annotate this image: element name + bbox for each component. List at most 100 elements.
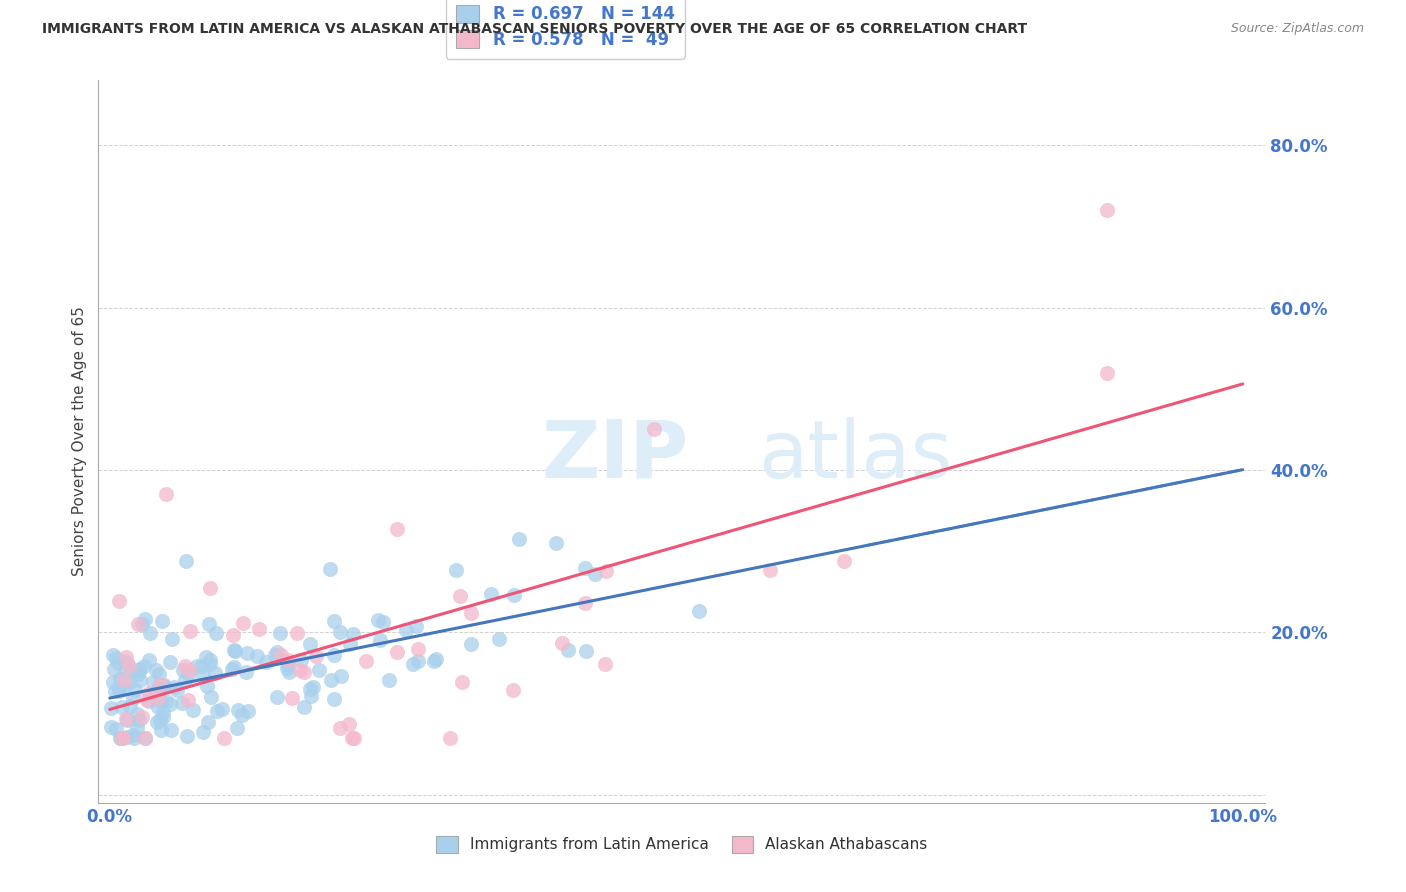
Point	[832, 554, 855, 568]
Point	[292, 700, 315, 714]
Point	[108, 731, 131, 745]
Point	[148, 681, 170, 696]
Point	[111, 731, 134, 745]
Point	[299, 637, 322, 651]
Point	[280, 690, 302, 705]
Point	[688, 604, 710, 618]
Point	[299, 689, 322, 703]
Point	[145, 682, 167, 697]
Point	[342, 626, 364, 640]
Point	[197, 714, 219, 729]
Point	[195, 650, 218, 665]
Point	[114, 650, 136, 665]
Point	[134, 612, 156, 626]
Point	[488, 632, 510, 646]
Point	[759, 563, 782, 577]
Point	[127, 666, 149, 681]
Point	[145, 714, 167, 729]
Point	[305, 648, 328, 663]
Point	[574, 596, 596, 610]
Point	[172, 663, 194, 677]
Point	[354, 654, 377, 668]
Point	[205, 625, 228, 640]
Point	[152, 710, 174, 724]
Point	[439, 731, 461, 745]
Point	[100, 701, 122, 715]
Point	[643, 422, 665, 436]
Point	[159, 656, 181, 670]
Point	[177, 663, 200, 677]
Point	[149, 713, 172, 727]
Point	[385, 522, 408, 536]
Point	[120, 674, 142, 689]
Point	[387, 645, 409, 659]
Point	[162, 680, 184, 694]
Point	[135, 693, 157, 707]
Point	[337, 717, 360, 731]
Point	[148, 667, 170, 681]
Point	[125, 721, 148, 735]
Point	[181, 703, 204, 717]
Point	[502, 683, 524, 698]
Point	[112, 681, 135, 696]
Text: atlas: atlas	[758, 417, 952, 495]
Point	[149, 676, 172, 690]
Point	[323, 692, 346, 706]
Point	[557, 642, 579, 657]
Point	[101, 648, 124, 663]
Point	[134, 731, 156, 745]
Point	[115, 656, 138, 670]
Point	[277, 653, 299, 667]
Point	[105, 722, 128, 736]
Point	[177, 693, 200, 707]
Point	[373, 615, 395, 629]
Point	[211, 702, 233, 716]
Point	[111, 731, 134, 745]
Point	[402, 657, 425, 672]
Point	[110, 731, 132, 745]
Point	[266, 690, 288, 705]
Point	[595, 657, 617, 672]
Point	[115, 663, 138, 677]
Point	[121, 690, 143, 705]
Point	[460, 606, 482, 620]
Point	[118, 658, 141, 673]
Point	[131, 709, 153, 723]
Point	[328, 625, 350, 640]
Point	[200, 657, 222, 672]
Point	[425, 652, 447, 666]
Point	[270, 648, 292, 662]
Point	[138, 653, 160, 667]
Point	[148, 700, 170, 714]
Point	[105, 650, 128, 665]
Point	[451, 674, 474, 689]
Point	[100, 720, 122, 734]
Point	[449, 589, 471, 603]
Point	[143, 685, 166, 699]
Point	[405, 619, 427, 633]
Point	[114, 654, 136, 668]
Point	[155, 694, 177, 708]
Point	[152, 705, 174, 719]
Point	[212, 731, 235, 745]
Point	[129, 662, 152, 676]
Point	[114, 671, 136, 685]
Point	[117, 713, 139, 727]
Point	[574, 561, 596, 575]
Point	[367, 613, 389, 627]
Point	[222, 642, 245, 657]
Point	[127, 707, 149, 722]
Point	[174, 658, 197, 673]
Point	[177, 667, 200, 681]
Point	[174, 673, 197, 687]
Point	[153, 678, 176, 692]
Point	[179, 624, 201, 639]
Point	[111, 699, 134, 714]
Point	[319, 673, 342, 687]
Point	[146, 691, 169, 706]
Point	[460, 637, 482, 651]
Point	[160, 632, 183, 646]
Point	[290, 653, 312, 667]
Point	[339, 637, 361, 651]
Point	[107, 680, 129, 694]
